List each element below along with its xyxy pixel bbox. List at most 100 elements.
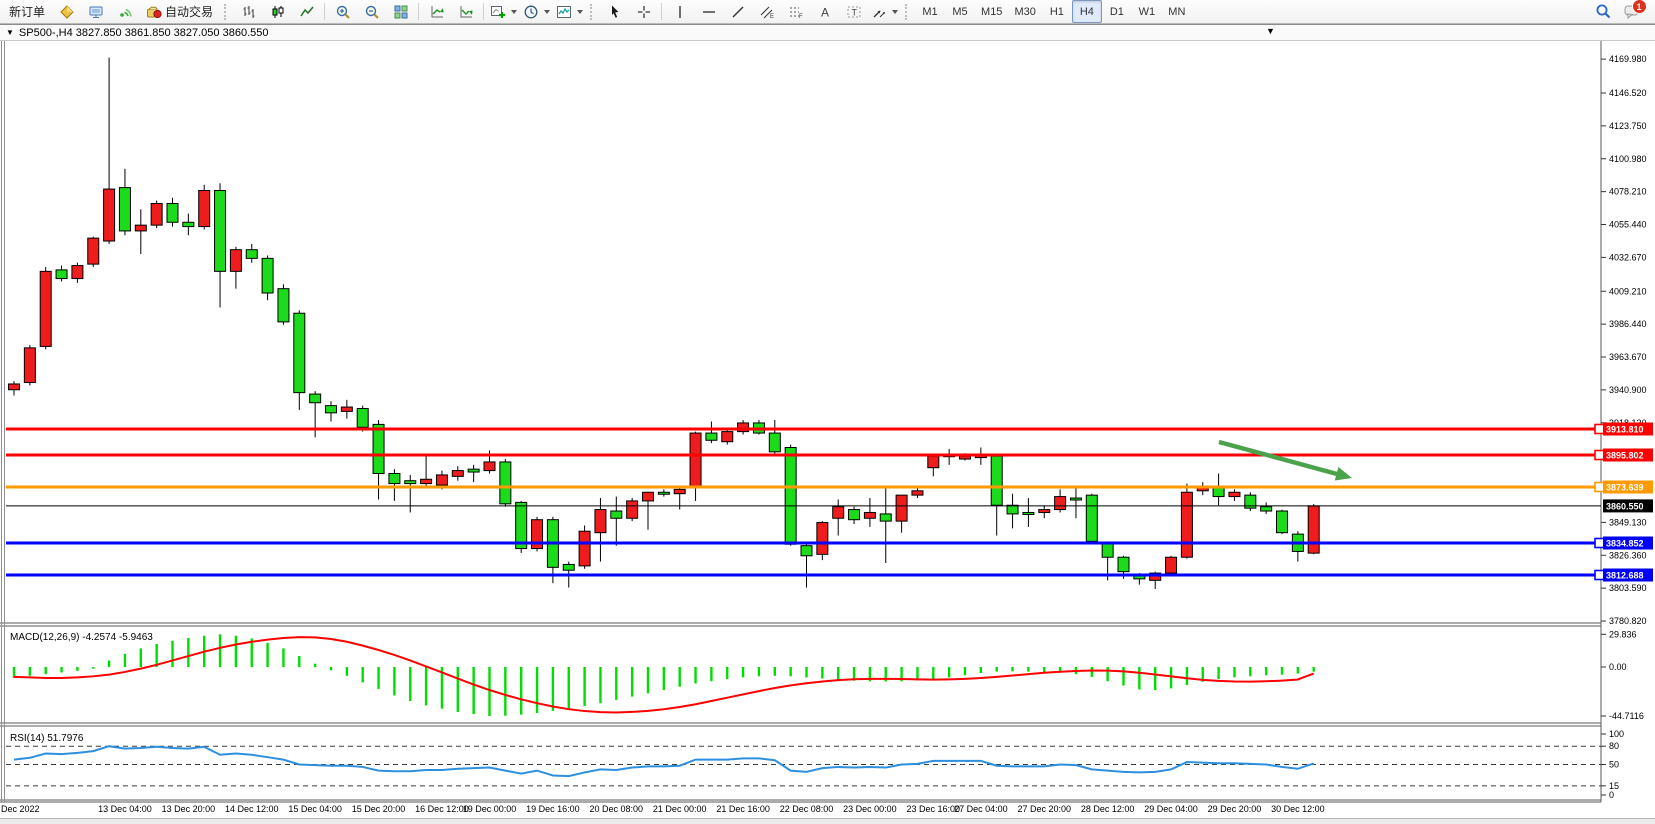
crosshair-button[interactable]	[629, 0, 658, 23]
horizontal-line-icon	[701, 4, 717, 20]
toolbar-handle	[905, 3, 910, 20]
line-chart-button[interactable]	[292, 0, 321, 23]
text-label-icon: T	[846, 4, 862, 20]
chart-shift-marker[interactable]: ▼	[1266, 26, 1275, 36]
clock-icon	[523, 4, 539, 20]
svg-text:27 Dec 04:00: 27 Dec 04:00	[954, 804, 1008, 814]
svg-text:4100.980: 4100.980	[1609, 154, 1647, 164]
notifications-button[interactable]: 1	[1618, 0, 1647, 23]
tile-windows-button[interactable]	[386, 0, 415, 23]
vertical-line-button[interactable]	[665, 0, 694, 23]
svg-text:14 Dec 12:00: 14 Dec 12:00	[225, 804, 279, 814]
svg-text:4009.210: 4009.210	[1609, 286, 1647, 296]
chat-bubble-icon: 1	[1624, 0, 1647, 20]
trendline-icon	[730, 4, 746, 20]
symbol-dropdown-icon[interactable]: ▼	[6, 28, 14, 37]
virtual-hosting-button[interactable]	[81, 0, 110, 23]
pane-borders[interactable]	[0, 41, 1602, 803]
indicator-list-button[interactable]	[451, 0, 480, 23]
svg-text:F: F	[799, 14, 803, 20]
notification-badge: 1	[1631, 0, 1647, 14]
svg-text:3780.820: 3780.820	[1609, 616, 1647, 626]
timeframe-m5-button[interactable]: M5	[952, 5, 968, 18]
add-indicator-button[interactable]	[487, 0, 520, 23]
timeframe-m15-button[interactable]: M15	[981, 5, 1003, 18]
signal-waves-icon	[117, 4, 133, 20]
timeframe-h1-button[interactable]: H1	[1049, 5, 1064, 18]
svg-text:0: 0	[1609, 790, 1614, 800]
fibonacci-icon: F	[788, 4, 804, 20]
svg-text:30 Dec 12:00: 30 Dec 12:00	[1271, 804, 1325, 814]
fibonacci-button[interactable]: F	[781, 0, 810, 23]
svg-text:13 Dec 20:00: 13 Dec 20:00	[162, 804, 216, 814]
svg-text:4055.440: 4055.440	[1609, 220, 1647, 230]
zoom-in-icon	[335, 4, 351, 20]
timeframe-d1-button[interactable]: D1	[1109, 5, 1124, 18]
timeframe-h4-button[interactable]: H4	[1071, 0, 1102, 23]
chart-title-bar[interactable]: ▼ SP500-,H4 3827.850 3861.850 3827.050 3…	[0, 25, 1655, 41]
search-button[interactable]	[1589, 0, 1618, 23]
chart-canvas[interactable]: MACD(12,26,9) -4.2574 -5.9463 RSI(14) 51.…	[0, 41, 1655, 819]
timeframe-m30-button[interactable]: M30	[1014, 5, 1036, 18]
autotrading-button[interactable]: 自动交易	[139, 0, 220, 23]
svg-text:22 Dec 08:00: 22 Dec 08:00	[780, 804, 834, 814]
svg-text:3826.360: 3826.360	[1609, 550, 1647, 560]
text-button[interactable]: A	[810, 0, 839, 23]
templates-button[interactable]	[553, 0, 586, 23]
svg-text:23 Dec 16:00: 23 Dec 16:00	[907, 804, 961, 814]
autotrading-label: 自动交易	[165, 5, 214, 19]
svg-text:100: 100	[1609, 729, 1624, 739]
svg-text:T: T	[851, 7, 857, 17]
macd-label: MACD(12,26,9) -4.2574 -5.9463	[10, 632, 153, 643]
horizontal-lines-layer[interactable]	[6, 423, 1605, 581]
svg-text:E: E	[770, 14, 774, 20]
signals-button[interactable]	[110, 0, 139, 23]
indicator-window-button[interactable]	[422, 0, 451, 23]
monitor-icon	[88, 4, 104, 20]
svg-text:3849.130: 3849.130	[1609, 517, 1647, 527]
svg-text:4123.750: 4123.750	[1609, 121, 1647, 131]
channel-button[interactable]: E	[752, 0, 781, 23]
cursor-button[interactable]	[600, 0, 629, 23]
line-chart-icon	[299, 4, 315, 20]
zoom-in-button[interactable]	[328, 0, 357, 23]
arrow-annotation[interactable]	[1218, 439, 1352, 481]
svg-text:12 Dec 2022: 12 Dec 2022	[0, 804, 40, 814]
svg-text:4032.670: 4032.670	[1609, 252, 1647, 262]
crosshair-icon	[636, 4, 652, 20]
svg-text:0.00: 0.00	[1609, 662, 1627, 672]
periods-button[interactable]	[520, 0, 553, 23]
svg-text:3963.670: 3963.670	[1609, 352, 1647, 362]
svg-text:21 Dec 00:00: 21 Dec 00:00	[653, 804, 707, 814]
svg-text:29.836: 29.836	[1609, 629, 1637, 639]
time-axis[interactable]: 12 Dec 2022 13 Dec 04:00 13 Dec 20:00 14 De…	[0, 804, 1325, 814]
svg-text:A: A	[821, 5, 829, 19]
equidistant-channel-icon: E	[759, 4, 775, 20]
new-order-button[interactable]: 新订单	[9, 5, 46, 19]
svg-text:16 Dec 12:00: 16 Dec 12:00	[415, 804, 469, 814]
candlestick-chart-button[interactable]	[263, 0, 292, 23]
template-chart-icon	[556, 4, 572, 20]
svg-text:-44.7116: -44.7116	[1609, 711, 1644, 721]
svg-text:20 Dec 08:00: 20 Dec 08:00	[590, 804, 644, 814]
macd-pane[interactable]: MACD(12,26,9) -4.2574 -5.9463	[10, 632, 1315, 716]
svg-text:15 Dec 04:00: 15 Dec 04:00	[288, 804, 342, 814]
rsi-pane[interactable]: RSI(14) 51.7976	[6, 733, 1601, 787]
timeframe-mn-button[interactable]: MN	[1168, 5, 1186, 18]
profile-button[interactable]	[52, 0, 81, 23]
candlestick-icon	[270, 4, 286, 20]
main-toolbar: 新订单 自动交易	[0, 0, 1655, 24]
bar-chart-button[interactable]	[234, 0, 263, 23]
arrows-button[interactable]	[868, 0, 901, 23]
text-label-button[interactable]: T	[839, 0, 868, 23]
trendline-button[interactable]	[723, 0, 752, 23]
timeframe-m1-button[interactable]: M1	[922, 5, 938, 18]
chevron-down-icon	[577, 9, 584, 14]
zoom-out-button[interactable]	[357, 0, 386, 23]
horizontal-line-button[interactable]	[694, 0, 723, 23]
timeframe-w1-button[interactable]: W1	[1138, 5, 1156, 18]
add-indicator-icon	[490, 4, 506, 20]
svg-text:29 Dec 20:00: 29 Dec 20:00	[1208, 804, 1262, 814]
price-tags[interactable]: 3913.810 3895.802 3873.639 3834.852 3812.688…	[1603, 422, 1653, 582]
svg-text:28 Dec 12:00: 28 Dec 12:00	[1081, 804, 1135, 814]
